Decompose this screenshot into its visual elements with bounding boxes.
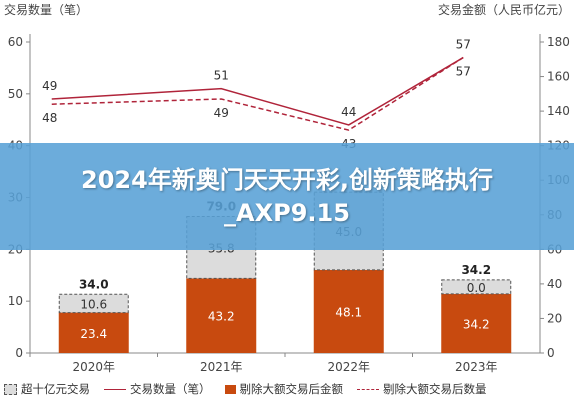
bar-amount-ex — [313, 269, 384, 353]
x-tick-label: 2023年 — [455, 360, 498, 374]
bar-amount-ex — [58, 312, 129, 353]
title-banner[interactable]: 2024年新奥门天天开彩,创新策略执行_AXP9.15 — [0, 143, 574, 250]
line-count-ex-label: 57 — [456, 65, 471, 79]
left-tick-label: 0 — [15, 346, 23, 360]
x-tick-label: 2021年 — [200, 360, 243, 374]
left-tick-label: 10 — [8, 294, 23, 308]
right-tick-label: 140 — [547, 104, 570, 118]
line-count-ex-label: 49 — [214, 106, 229, 120]
legend: 超十亿元交易 交易数量（笔） 剔除大额交易后金额 剔除大额交易后数量 — [4, 380, 570, 398]
left-axis-title: 交易数量（笔） — [4, 3, 89, 17]
legend-item-count: 交易数量（笔） — [104, 381, 211, 397]
bar-over-1b — [441, 279, 512, 295]
line-count-label: 49 — [42, 79, 57, 93]
line-count-ex-label: 48 — [42, 111, 57, 125]
line-count-label: 44 — [341, 105, 356, 119]
bar-amount-ex-label: 23.4 — [80, 327, 107, 341]
bar-amount-ex — [441, 293, 512, 353]
legend-item-count-ex: 剔除大额交易后数量 — [357, 381, 487, 397]
right-tick-label: 40 — [547, 277, 562, 291]
right-tick-label: 180 — [547, 35, 570, 49]
legend-label-count: 交易数量（笔） — [130, 382, 211, 396]
legend-label-count-ex: 剔除大额交易后数量 — [383, 382, 487, 396]
line-count — [51, 56, 464, 126]
line-count-ex — [51, 56, 464, 131]
bar-over-1b-label: 0.0 — [467, 281, 486, 295]
legend-swatch-count-ex — [357, 388, 379, 390]
x-tick-label: 2020年 — [72, 360, 115, 374]
line-count-label: 57 — [456, 38, 471, 52]
bar-amount-ex-label: 43.2 — [208, 310, 235, 324]
legend-label-amount-ex: 剔除大额交易后金额 — [239, 382, 344, 396]
right-axis-title: 交易金额（人民币亿元） — [437, 3, 570, 17]
right-tick-label: 160 — [547, 70, 570, 84]
legend-label-over-1b: 超十亿元交易 — [21, 382, 90, 396]
left-tick-label: 50 — [8, 87, 23, 101]
legend-swatch-amount-ex — [224, 384, 236, 394]
bar-amount-ex-label: 48.1 — [335, 305, 362, 319]
legend-item-over-1b: 超十亿元交易 — [4, 381, 90, 397]
legend-swatch-over-1b — [4, 383, 17, 395]
bar-over-1b — [58, 293, 129, 314]
left-tick-label: 60 — [8, 35, 23, 49]
bar-over-1b-label: 10.6 — [80, 297, 107, 311]
line-count-label: 51 — [214, 69, 229, 83]
x-tick-label: 2022年 — [327, 360, 370, 374]
legend-item-amount-ex: 剔除大额交易后金额 — [224, 381, 344, 397]
bar-total-label: 34.0 — [79, 277, 109, 291]
bar-total-label: 34.2 — [461, 263, 491, 277]
bar-amount-ex-label: 34.2 — [463, 317, 490, 331]
right-tick-label: 20 — [547, 311, 562, 325]
banner-title[interactable]: 2024年新奥门天天开彩,创新策略执行_AXP9.15 — [81, 165, 493, 227]
bar-amount-ex — [186, 278, 257, 353]
right-tick-label: 0 — [547, 346, 555, 360]
legend-swatch-count — [104, 388, 126, 390]
